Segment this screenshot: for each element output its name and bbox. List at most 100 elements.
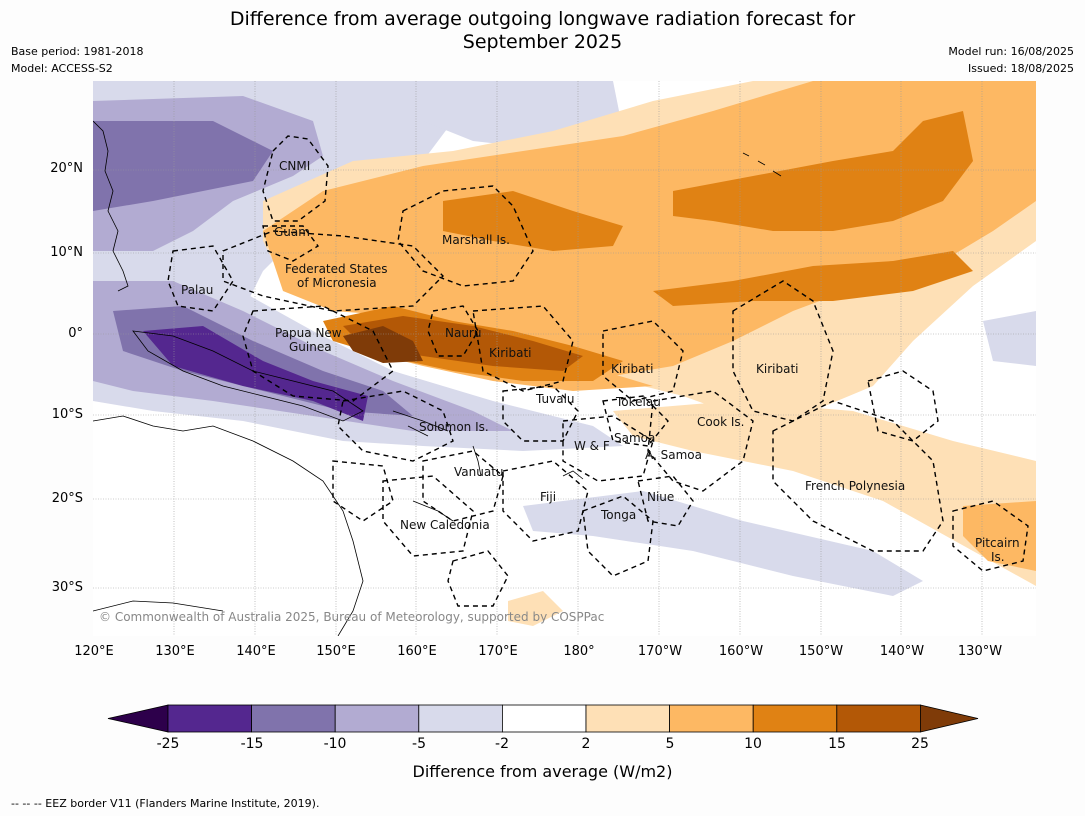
orange-band-mid (263, 81, 1036, 376)
lat-label-30s: 30°S (51, 580, 83, 595)
lon-label-160w: 160°W (718, 644, 764, 659)
hawaii-coast (742, 152, 782, 177)
label-tuvalu: Tuvalu (535, 392, 575, 406)
model-name: Model: ACCESS-S2 (11, 62, 113, 75)
colorbar-over-arrow (920, 704, 979, 733)
eez-png (242, 305, 394, 402)
label-kiribati-gilbert: Kiribati (489, 346, 531, 360)
purple-east-patch (983, 311, 1036, 366)
label-new-caledonia: New Caledonia (400, 518, 490, 532)
chart-title: Difference from average outgoing longwav… (0, 8, 1085, 54)
label-guam: Guam (274, 225, 310, 239)
label-pitcairn-2: Is. (991, 550, 1005, 564)
eez-norfolk (447, 550, 509, 607)
cb-tick-3: -10 (323, 736, 347, 752)
eez-kiribati-gilbert (472, 305, 574, 392)
label-palau: Palau (181, 283, 213, 297)
new-guinea-coast (132, 330, 364, 422)
eez-tuvalu (502, 385, 579, 442)
colorbar-bin-1 (167, 704, 252, 733)
meta-right: Model run: 16/08/2025 Issued: 18/08/2025 (948, 43, 1074, 77)
issued-date: Issued: 18/08/2025 (967, 62, 1074, 75)
orange-band-core (343, 316, 583, 371)
label-tonga: Tonga (600, 508, 636, 522)
lat-label-10n: 10°N (50, 245, 83, 260)
lat-label-0: 0° (68, 326, 83, 341)
label-pitcairn-1: Pitcairn (975, 536, 1020, 550)
australia-coast (93, 415, 364, 636)
fiji-coast (562, 470, 584, 480)
orange-band-deepest (343, 326, 423, 363)
colorbar-bin-8 (752, 704, 838, 733)
place-labels: CNMI Guam Marshall Is. Federated States … (181, 159, 1020, 564)
eez-fiji (502, 460, 589, 542)
colorbar-title: Difference from average (W/m2) (412, 762, 673, 781)
label-cnmi: CNMI (279, 159, 310, 173)
model-run: Model run: 16/08/2025 (948, 45, 1074, 58)
orange-band-dark-2 (673, 111, 973, 231)
map-panel: CNMI Guam Marshall Is. Federated States … (93, 81, 1036, 636)
cb-tick-2: -15 (240, 736, 264, 752)
lon-label-140e: 140°E (236, 644, 276, 659)
colorbar-under-arrow (107, 704, 169, 733)
label-kiribati-line: Kiribati (756, 362, 798, 376)
colorbar-bin-7 (669, 704, 754, 733)
title-line-2: September 2025 (462, 31, 623, 53)
label-fiji: Fiji (540, 490, 556, 504)
purple-band-north-west-deep (93, 121, 273, 211)
label-tokelau: Tokelau (615, 395, 661, 409)
eez-marshall (397, 185, 534, 287)
label-american-samoa: A. Samoa (645, 448, 702, 462)
lat-label-20n: 20°N (50, 161, 83, 176)
eez-french-polynesia (772, 400, 944, 552)
label-french-polynesia: French Polynesia (805, 479, 905, 493)
label-fsm-2: of Micronesia (297, 276, 377, 290)
eez-palau (167, 245, 234, 312)
philippines-coast (93, 120, 129, 292)
lon-label-140w: 140°W (879, 644, 925, 659)
eez-borders (167, 135, 1029, 607)
purple-south-band (523, 491, 923, 596)
lon-label-170w: 170°W (637, 644, 683, 659)
cb-tick-1: -25 (156, 736, 180, 752)
orange-pitcairn-patch (963, 501, 1036, 571)
eez-marquesas (867, 370, 939, 442)
eez-niue (637, 475, 694, 527)
lon-label-150e: 150°E (316, 644, 356, 659)
map-svg: CNMI Guam Marshall Is. Federated States … (93, 81, 1036, 636)
orange-band-dark-3 (653, 251, 973, 306)
meta-left: Base period: 1981-2018 Model: ACCESS-S2 (11, 43, 143, 77)
label-png-1: Papua New (275, 326, 342, 340)
label-samoa: Samoa (614, 431, 655, 445)
label-wf: W & F (574, 439, 610, 453)
label-fsm-1: Federated States (285, 262, 387, 276)
lon-label-170e: 170°E (478, 644, 518, 659)
eez-pitcairn (952, 500, 1029, 572)
colorbar-bin-9 (836, 704, 921, 733)
eez-wallis-samoa (562, 415, 654, 482)
cb-tick-8: 10 (744, 736, 762, 752)
vanuatu-coast (472, 445, 482, 477)
lon-label-180: 180° (563, 644, 595, 659)
title-line-1: Difference from average outgoing longwav… (229, 8, 856, 30)
lon-label-150w: 150°W (798, 644, 844, 659)
solomon-is-coast (392, 410, 449, 437)
colorbar-bin-4 (418, 704, 503, 733)
label-solomon: Solomon Is. (419, 420, 489, 434)
coastlines (93, 120, 782, 636)
cb-tick-10: 25 (911, 736, 929, 752)
orange-small-south-patch (508, 591, 563, 626)
eez-nauru (427, 305, 479, 357)
eez-vanuatu (422, 450, 504, 522)
lon-label-160e: 160°E (397, 644, 437, 659)
eez-footnote: -- -- -- EEZ border V11 (Flanders Marine… (11, 797, 320, 810)
cb-tick-7: 5 (665, 736, 675, 752)
copyright-notice: © Commonwealth of Australia 2025, Bureau… (99, 610, 605, 624)
lon-label-130w: 130°W (957, 644, 1003, 659)
base-period: Base period: 1981-2018 (11, 45, 144, 58)
cb-tick-9: 15 (828, 736, 846, 752)
label-niue: Niue (647, 490, 674, 504)
colorbar-bin-2 (251, 704, 336, 733)
label-nauru: Nauru (445, 326, 481, 340)
cb-tick-4: -5 (412, 736, 426, 752)
